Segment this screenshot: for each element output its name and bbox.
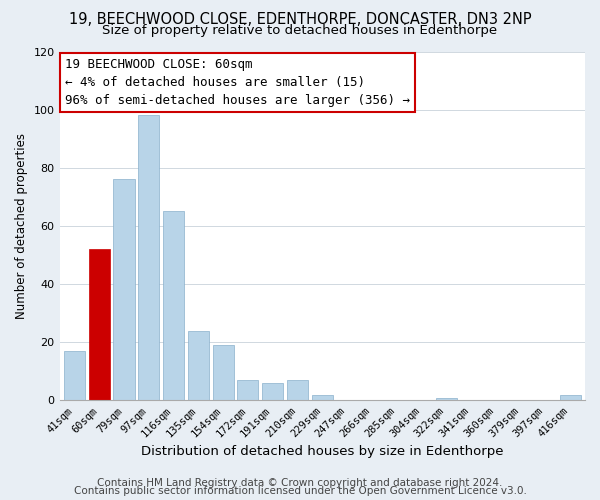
Text: 19 BEECHWOOD CLOSE: 60sqm
← 4% of detached houses are smaller (15)
96% of semi-d: 19 BEECHWOOD CLOSE: 60sqm ← 4% of detach… — [65, 58, 410, 108]
Bar — [138, 116, 160, 401]
Bar — [188, 330, 209, 400]
Bar — [262, 383, 283, 400]
Bar — [436, 398, 457, 400]
Bar — [113, 180, 134, 400]
Bar — [64, 351, 85, 401]
Bar — [163, 212, 184, 400]
Bar — [89, 250, 110, 400]
Text: Contains HM Land Registry data © Crown copyright and database right 2024.: Contains HM Land Registry data © Crown c… — [97, 478, 503, 488]
Y-axis label: Number of detached properties: Number of detached properties — [15, 133, 28, 319]
X-axis label: Distribution of detached houses by size in Edenthorpe: Distribution of detached houses by size … — [141, 444, 503, 458]
Bar — [287, 380, 308, 400]
Text: Size of property relative to detached houses in Edenthorpe: Size of property relative to detached ho… — [103, 24, 497, 37]
Text: Contains public sector information licensed under the Open Government Licence v3: Contains public sector information licen… — [74, 486, 526, 496]
Bar — [312, 394, 333, 400]
Bar — [560, 394, 581, 400]
Bar — [238, 380, 259, 400]
Bar — [212, 345, 233, 401]
Text: 19, BEECHWOOD CLOSE, EDENTHORPE, DONCASTER, DN3 2NP: 19, BEECHWOOD CLOSE, EDENTHORPE, DONCAST… — [68, 12, 532, 28]
